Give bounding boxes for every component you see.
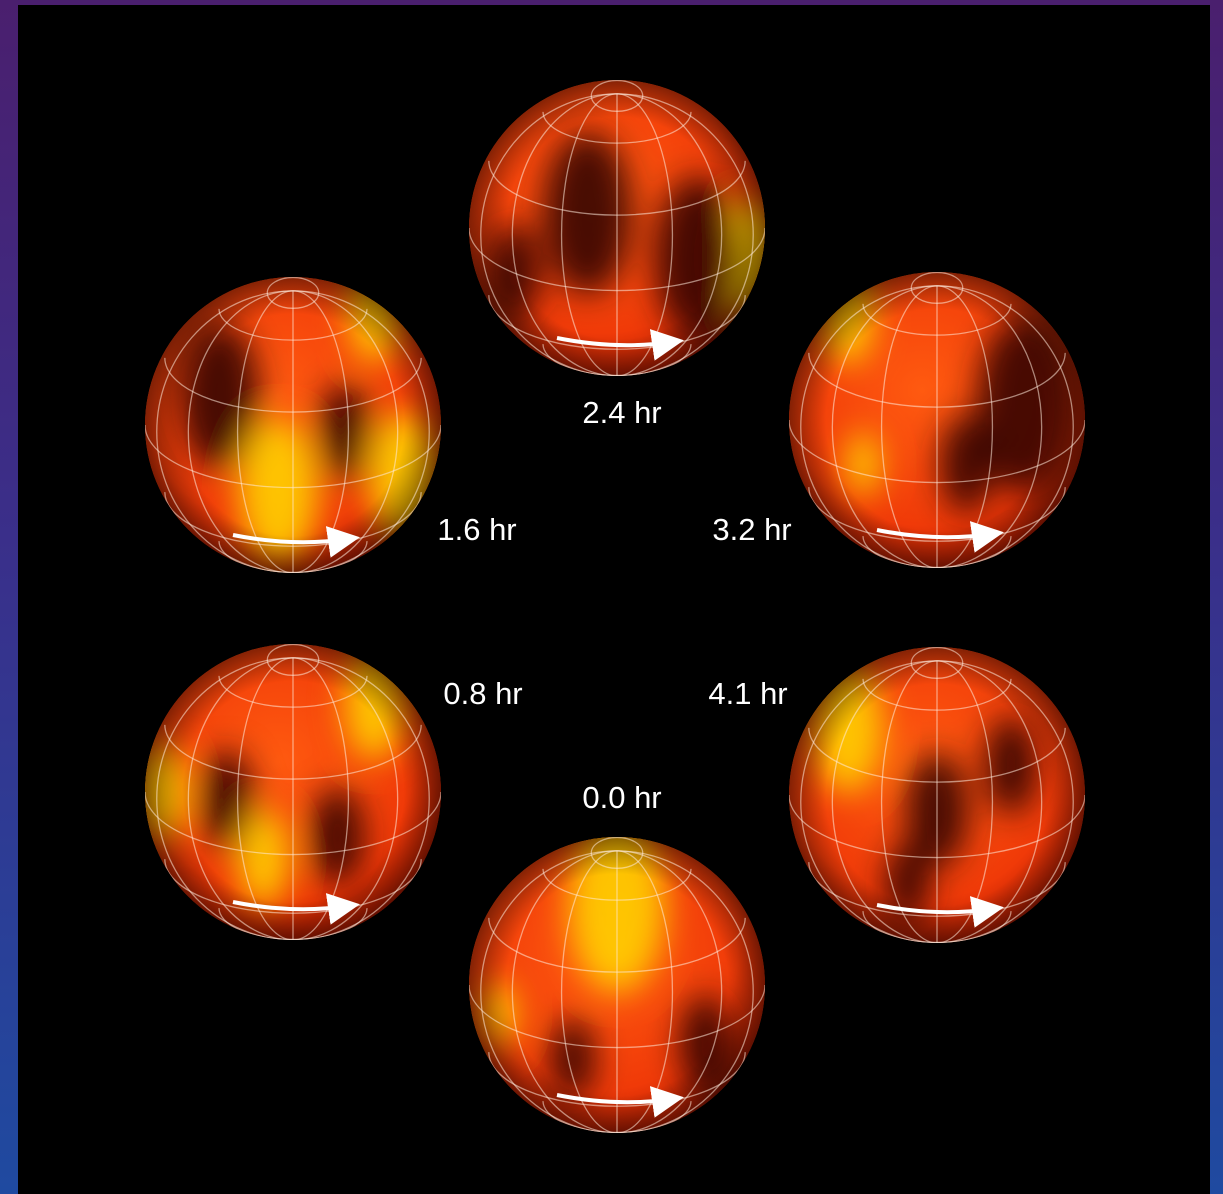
time-label: 1.6 hr — [437, 512, 516, 547]
time-label: 4.1 hr — [708, 676, 787, 711]
time-label: 2.4 hr — [582, 395, 661, 430]
time-label: 3.2 hr — [712, 512, 791, 547]
globe — [789, 647, 1085, 943]
time-label: 0.8 hr — [443, 676, 522, 711]
slide: 2.4 hr1.6 hr3.2 hr0.8 hr4.1 hr0.0 hr (()… — [0, 0, 1223, 1194]
time-label: 0.0 hr — [582, 780, 661, 815]
figure: 2.4 hr 1.6 hr 3.2 hr 0.8 hr 4.1 hr 0.0 hr — [0, 0, 1223, 1194]
surface-features — [789, 647, 1085, 943]
